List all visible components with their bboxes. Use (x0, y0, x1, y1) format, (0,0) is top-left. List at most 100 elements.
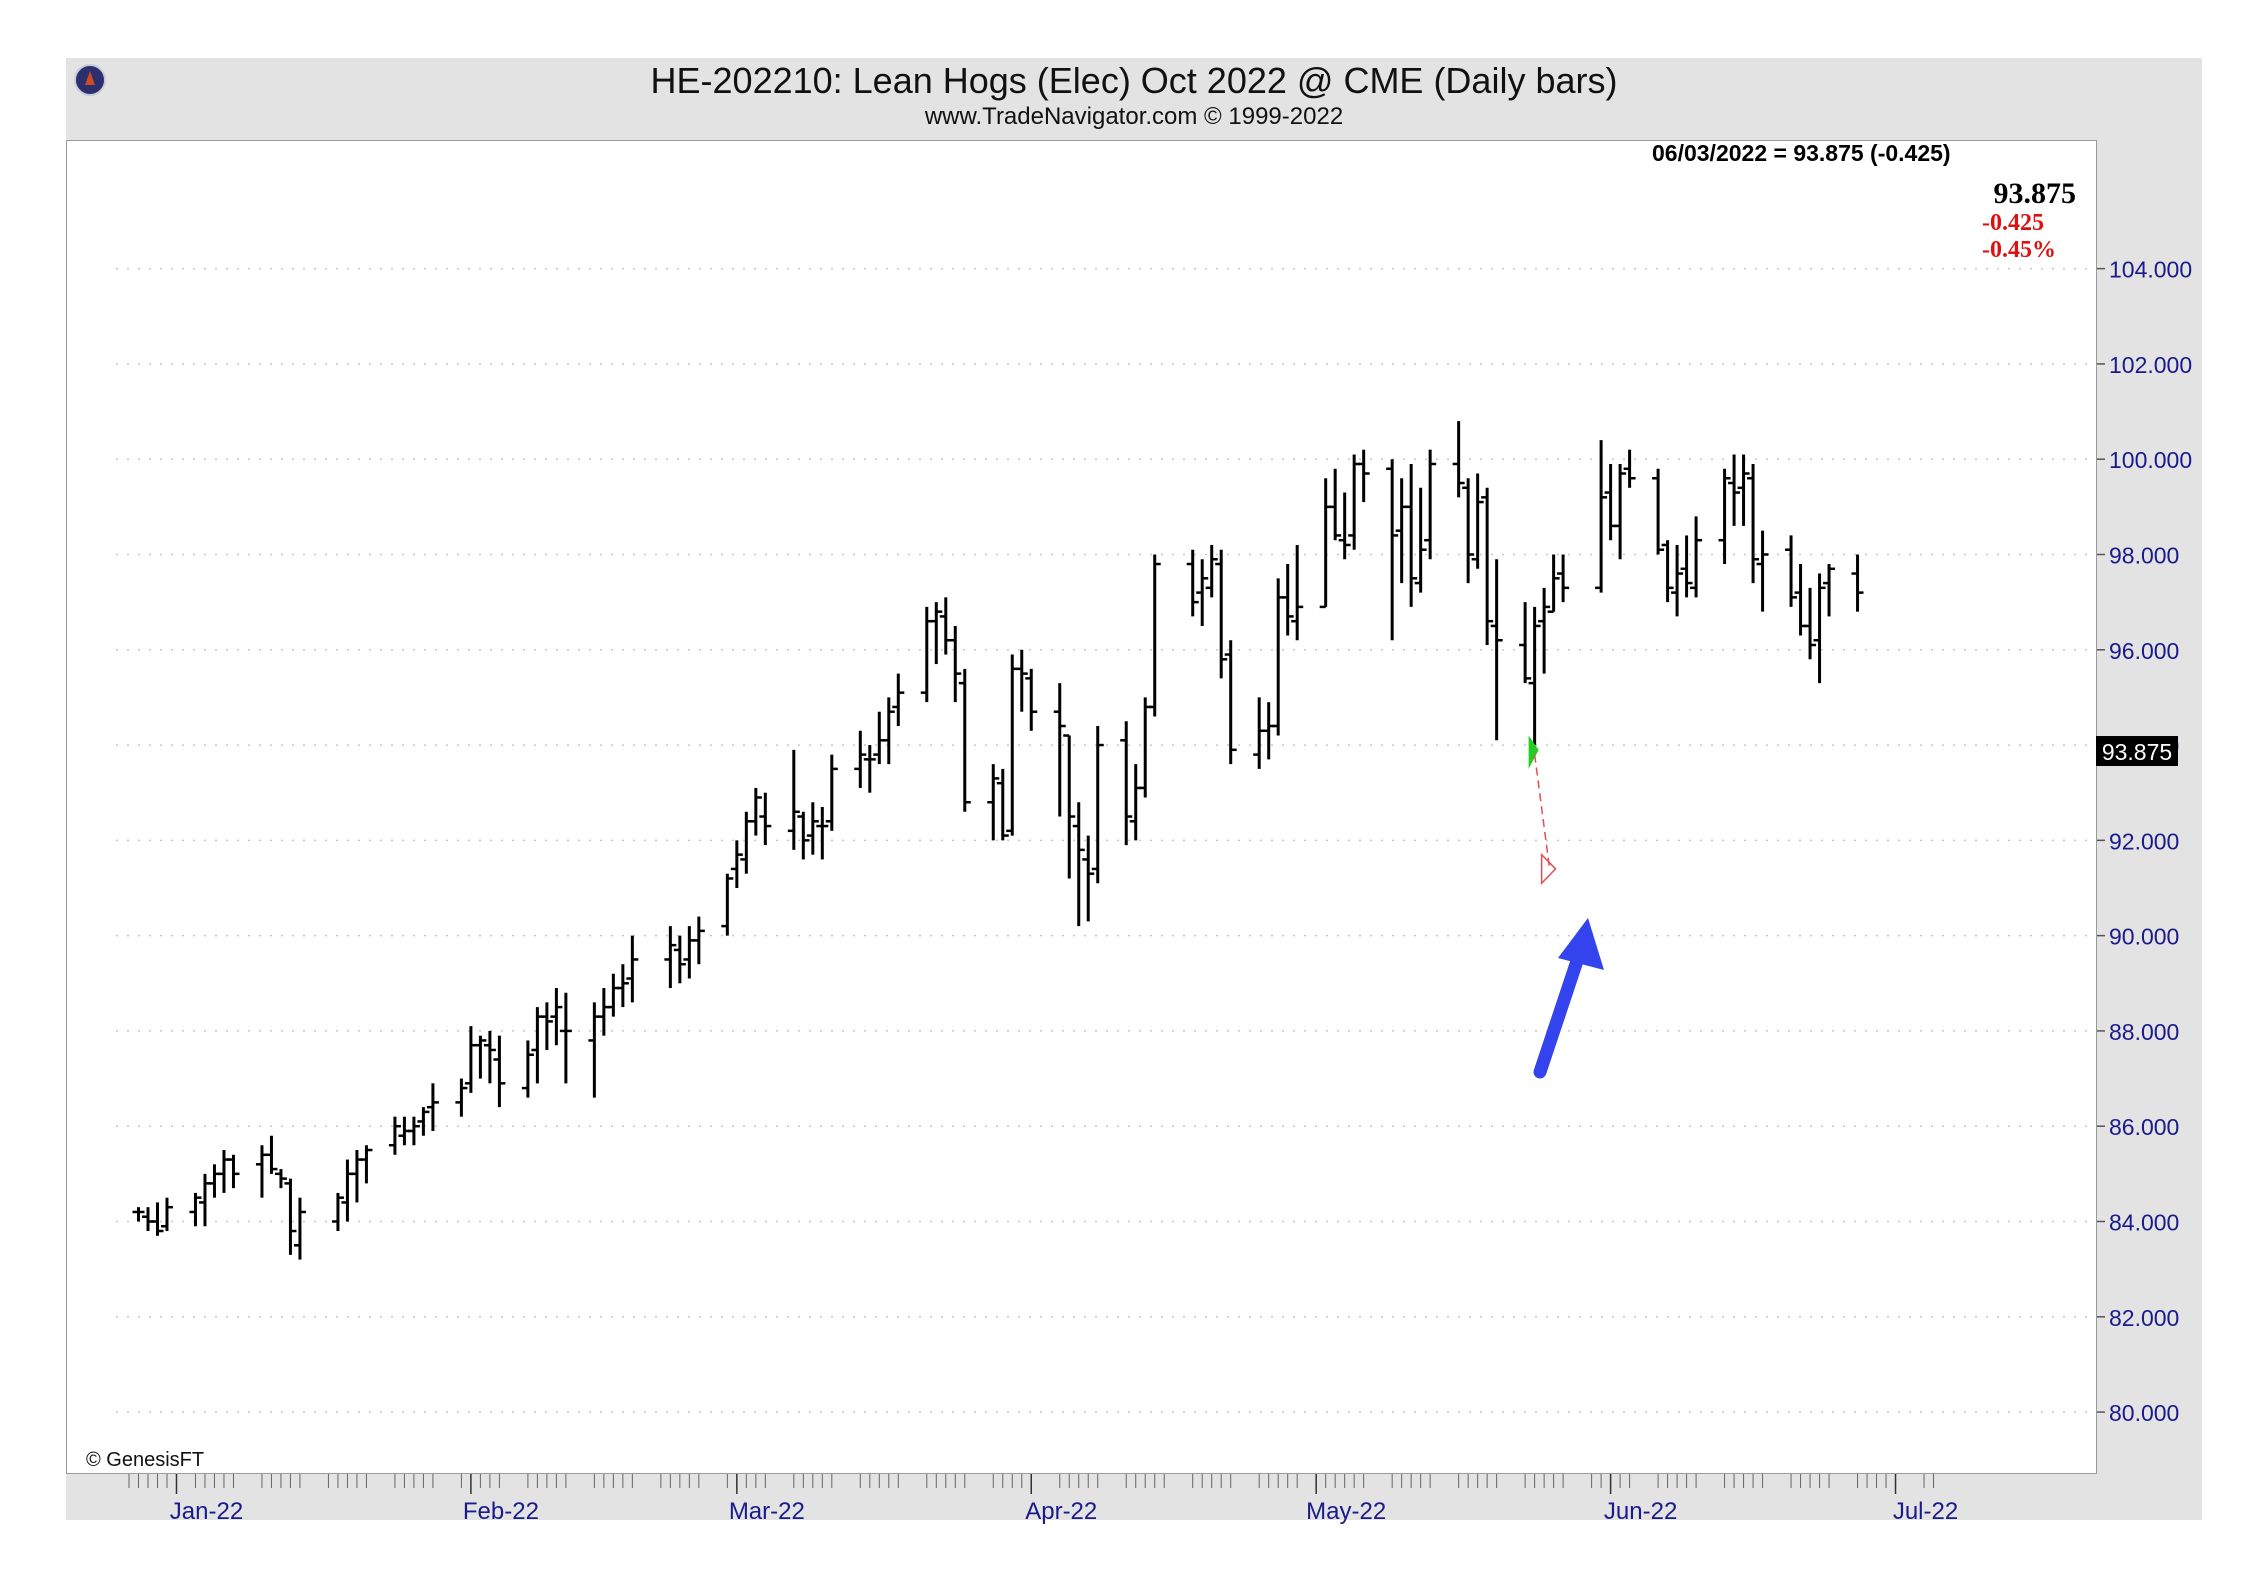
tradenavigator-logo[interactable] (74, 64, 106, 96)
x-tick-label: Apr-22 (1025, 1498, 1097, 1525)
ohlc-bar (1196, 559, 1209, 626)
ohlc-bar (1471, 473, 1484, 569)
x-tick-label: May-22 (1306, 1498, 1386, 1525)
ohlc-bar (1452, 421, 1465, 498)
ohlc-bar (1813, 573, 1826, 684)
chart-subtitle: www.TradeNavigator.com © 1999-2022 (924, 103, 1344, 130)
ohlc-bar (958, 668, 971, 812)
ohlc-bar (1072, 802, 1085, 927)
ohlc-bar (483, 1030, 496, 1084)
ohlc-bar (1623, 449, 1636, 488)
ohlc-bar (1405, 463, 1418, 607)
y-tick-label: 82.000 (2109, 1305, 2179, 1331)
logo-mark (85, 71, 95, 85)
ohlc-bar (1823, 564, 1836, 617)
ohlc-bar (151, 1202, 164, 1236)
ohlc-bar (1424, 449, 1437, 560)
ohlc-bar (664, 926, 677, 989)
ohlc-bar (388, 1116, 401, 1155)
ohlc-bar (1557, 554, 1570, 603)
ohlc-bar (626, 935, 639, 1003)
y-tick-label: 92.000 (2109, 828, 2179, 854)
ohlc-bar (607, 973, 620, 1017)
ohlc-bar (1661, 540, 1674, 603)
ohlc-bar (255, 1145, 268, 1198)
ohlc-bar (1015, 649, 1028, 712)
y-tick-label: 84.000 (2109, 1209, 2179, 1235)
y-tick-label: 102.000 (2109, 352, 2192, 378)
ohlc-bar (759, 792, 772, 846)
ohlc-bar (274, 1169, 287, 1189)
quote-change: -0.425 (1982, 210, 2044, 236)
ohlc-bar (1728, 454, 1741, 526)
ohlc-bar (1671, 544, 1684, 617)
ohlc-bar (1386, 459, 1399, 641)
ohlc-bar (1053, 683, 1066, 817)
y-tick-label: 80.000 (2109, 1400, 2179, 1426)
ohlc-bar (1614, 463, 1627, 560)
ohlc-bar (1186, 549, 1199, 617)
ohlc-bar (1025, 668, 1038, 731)
ohlc-bar (996, 768, 1009, 841)
ohlc-bar (673, 935, 686, 984)
ohlc-bar (1148, 554, 1161, 717)
y-tick-label: 100.000 (2109, 447, 2192, 473)
ohlc-bar (189, 1192, 202, 1227)
ohlc-bar (1718, 468, 1731, 565)
ohlc-bar (882, 697, 895, 765)
ohlc-bar (1756, 530, 1769, 612)
ohlc-bar (521, 1040, 534, 1098)
ohlc-bar (1519, 602, 1532, 684)
ohlc-bar (293, 1197, 306, 1260)
annotation-arrowhead (1558, 918, 1604, 970)
ohlc-bar (407, 1116, 420, 1146)
ohlc-bar (284, 1178, 297, 1255)
y-tick-label: 88.000 (2109, 1019, 2179, 1045)
ohlc-bar (692, 916, 705, 965)
ohlc-bar (341, 1159, 354, 1222)
ohlc-bar (1414, 487, 1427, 593)
ohlc-bar (1253, 697, 1266, 769)
ohlc-bar (721, 873, 734, 936)
ohlc-bar (1737, 454, 1750, 526)
ohlc-bar (616, 964, 629, 1008)
ohlc-bar (208, 1164, 221, 1198)
ohlc-bar (683, 926, 696, 979)
ohlc-bar (930, 602, 943, 665)
x-tick-label: Jul-22 (1893, 1498, 1958, 1525)
ohlc-bar (1329, 468, 1342, 541)
ohlc-bar (1129, 764, 1142, 841)
y-tick-label: 86.000 (2109, 1114, 2179, 1140)
copyright-label: © GenesisFT (86, 1449, 204, 1471)
quote-change-pct: -0.45% (1982, 237, 2056, 263)
last-price-tag (2096, 736, 2178, 767)
ohlc-bar (217, 1150, 230, 1193)
ohlc-bar (1139, 697, 1152, 798)
ohlc-bar (854, 730, 867, 788)
signal-line-red (1533, 754, 1551, 870)
quote-last: 93.875 (1994, 177, 2077, 210)
ohlc-bar (1528, 606, 1541, 746)
ohlc-bar (1490, 559, 1503, 741)
plot-area[interactable] (66, 140, 2097, 1474)
ohlc-bar (987, 764, 1000, 841)
ohlc-bar (797, 811, 810, 860)
ohlc-bar (1082, 835, 1095, 922)
y-tick-label: 104.000 (2109, 257, 2192, 283)
ohlc-bar (1262, 702, 1275, 760)
ohlc-bar (464, 1026, 477, 1093)
ohlc-bar (417, 1107, 430, 1136)
ohlc-bar (1281, 564, 1294, 636)
ohlc-bar (1338, 492, 1351, 560)
ohlc-bar (1785, 535, 1798, 607)
ohlc-bar (426, 1083, 439, 1131)
ohlc-bar (939, 597, 952, 655)
ohlc-bar (1547, 554, 1560, 613)
ohlc-bar (1652, 468, 1665, 555)
ohlc-bar (1481, 487, 1494, 646)
ohlc-bar (455, 1078, 468, 1117)
ohlc-bar (493, 1035, 506, 1108)
ohlc-bar (597, 988, 610, 1036)
ohlc-bar (350, 1150, 363, 1203)
ohlc-bar (863, 745, 876, 793)
